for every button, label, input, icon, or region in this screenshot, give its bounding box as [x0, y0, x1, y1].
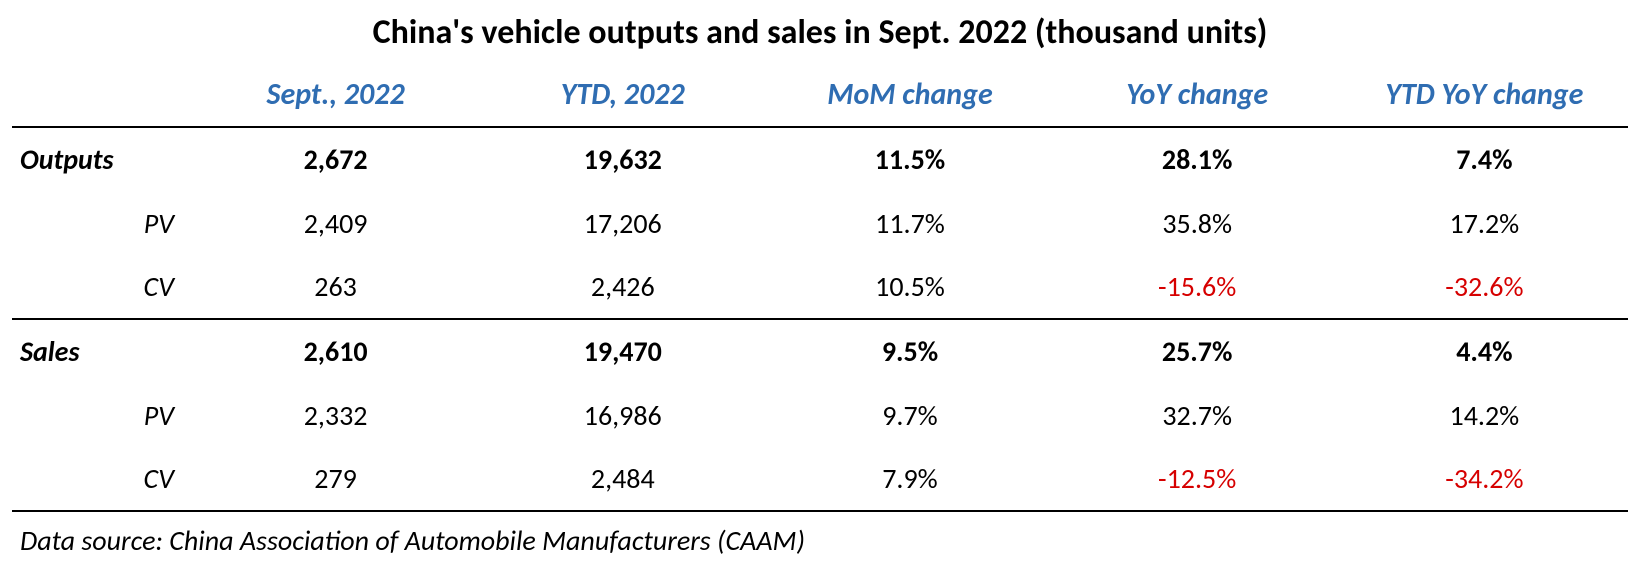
header-row: Sept., 2022 YTD, 2022 MoM change YoY cha… [12, 63, 1628, 127]
cell: -32.6% [1341, 255, 1628, 319]
cell: 279 [192, 447, 479, 511]
sub-label: PV [12, 383, 192, 447]
col-header: Sept., 2022 [192, 63, 479, 127]
cell: 14.2% [1341, 383, 1628, 447]
cell: 16,986 [479, 383, 766, 447]
col-header: YoY change [1054, 63, 1341, 127]
table-row: PV 2,409 17,206 11.7% 35.8% 17.2% [12, 191, 1628, 255]
cell: 2,610 [192, 319, 479, 383]
cell: 10.5% [766, 255, 1053, 319]
sub-label: PV [12, 191, 192, 255]
cell: 25.7% [1054, 319, 1341, 383]
page-title: China's vehicle outputs and sales in Sep… [12, 8, 1628, 63]
cell: 28.1% [1054, 127, 1341, 191]
table-row: PV 2,332 16,986 9.7% 32.7% 14.2% [12, 383, 1628, 447]
cell: -34.2% [1341, 447, 1628, 511]
cell: -15.6% [1054, 255, 1341, 319]
cell: 17,206 [479, 191, 766, 255]
section-label: Outputs [12, 127, 192, 191]
sub-label: CV [12, 255, 192, 319]
table-row: CV 279 2,484 7.9% -12.5% -34.2% [12, 447, 1628, 511]
section-row-outputs: Outputs 2,672 19,632 11.5% 28.1% 7.4% [12, 127, 1628, 191]
sub-label: CV [12, 447, 192, 511]
cell: 2,426 [479, 255, 766, 319]
header-blank [12, 63, 192, 127]
cell: 7.9% [766, 447, 1053, 511]
section-label: Sales [12, 319, 192, 383]
cell: 11.7% [766, 191, 1053, 255]
table-container: China's vehicle outputs and sales in Sep… [0, 0, 1640, 569]
cell: 7.4% [1341, 127, 1628, 191]
cell: 2,409 [192, 191, 479, 255]
cell: 2,332 [192, 383, 479, 447]
col-header: MoM change [766, 63, 1053, 127]
table-row: CV 263 2,426 10.5% -15.6% -32.6% [12, 255, 1628, 319]
data-table: Sept., 2022 YTD, 2022 MoM change YoY cha… [12, 63, 1628, 569]
source-row: Data source: China Association of Automo… [12, 511, 1628, 569]
col-header: YTD, 2022 [479, 63, 766, 127]
cell: 35.8% [1054, 191, 1341, 255]
cell: 17.2% [1341, 191, 1628, 255]
data-source: Data source: China Association of Automo… [12, 511, 1628, 569]
cell: 263 [192, 255, 479, 319]
cell: 32.7% [1054, 383, 1341, 447]
col-header: YTD YoY change [1341, 63, 1628, 127]
cell: 19,632 [479, 127, 766, 191]
table-body: Outputs 2,672 19,632 11.5% 28.1% 7.4% PV… [12, 127, 1628, 569]
cell: 4.4% [1341, 319, 1628, 383]
cell: 9.7% [766, 383, 1053, 447]
cell: 2,672 [192, 127, 479, 191]
cell: -12.5% [1054, 447, 1341, 511]
section-row-sales: Sales 2,610 19,470 9.5% 25.7% 4.4% [12, 319, 1628, 383]
cell: 11.5% [766, 127, 1053, 191]
cell: 19,470 [479, 319, 766, 383]
cell: 9.5% [766, 319, 1053, 383]
cell: 2,484 [479, 447, 766, 511]
